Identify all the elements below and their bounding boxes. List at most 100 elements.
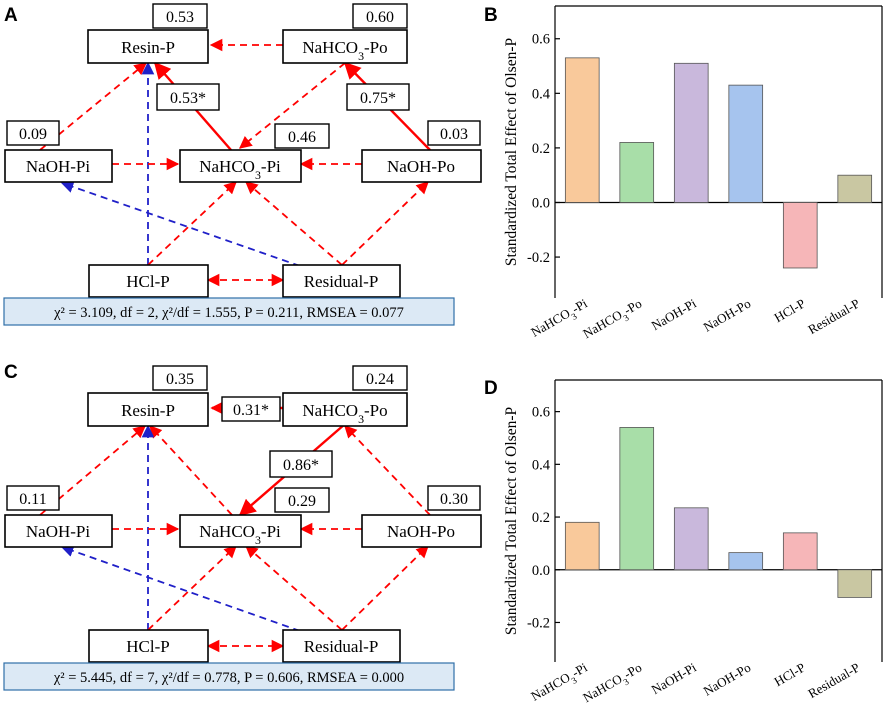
coef-value: 0.31*: [233, 402, 269, 419]
r2-naoh-pi: 0.09: [6, 120, 60, 146]
x-tick-label: NaHCO3-Pi: [528, 295, 592, 343]
y-tick-label: 0.0: [532, 195, 550, 211]
r2-value: 0.35: [166, 371, 194, 388]
x-tick-label: NaOH-Po: [701, 296, 754, 335]
y-tick-label: 0.6: [532, 32, 550, 48]
r2-nahco3-po: 0.24: [352, 365, 408, 391]
bar: [619, 427, 655, 571]
node-label: HCl-P: [126, 272, 169, 291]
coef-naohpo-nahco3po: 0.75*: [346, 83, 410, 111]
bar: [782, 532, 818, 571]
panel-letter-d: D: [484, 378, 498, 399]
fit-text: χ² = 3.109, df = 2, χ²/df = 1.555, P = 0…: [53, 305, 404, 321]
node-label: Resin-P: [121, 401, 175, 420]
path-hcl-to-nahco3pi: [147, 181, 237, 266]
node-label: Residual-P: [304, 637, 379, 656]
bar: [728, 552, 764, 571]
x-tick-label: NaHCO3-Po: [580, 296, 646, 345]
panel-letter-c: C: [4, 362, 18, 383]
fit-stats-c: χ² = 5.445, df = 7, χ²/df = 0.778, P = 0…: [3, 662, 455, 691]
path-naohpi-to-resin: [39, 62, 147, 151]
r2-value: 0.03: [440, 126, 468, 143]
bar: [782, 202, 818, 269]
node-nahco3-po: NaHCO3-Po: [282, 29, 408, 64]
node-naoh-po: NaOH-Po: [361, 514, 482, 548]
path-residual-to-naohpi: [60, 180, 301, 267]
y-tick-label: 0.0: [532, 563, 550, 579]
r2-nahco3-pi: 0.46: [274, 123, 330, 149]
path-residual-to-naohpo: [341, 545, 429, 631]
coef-nahco3pi-resin: 0.53*: [156, 83, 220, 111]
path-hcl-to-nahco3pi: [147, 545, 237, 631]
r2-value: 0.30: [440, 491, 468, 508]
node-residual-p: Residual-P: [282, 264, 401, 298]
bar: [837, 569, 873, 598]
node-label: NaOH-Pi: [26, 157, 90, 176]
r2-value: 0.53: [166, 9, 194, 26]
node-naoh-pi: NaOH-Pi: [4, 514, 113, 548]
y-tick-label: 0.2: [532, 141, 550, 157]
panel-a-paths: [39, 38, 431, 287]
x-tick-label: NaHCO3-Pi: [528, 659, 592, 707]
path-nahco3po-to-nahco3pi: [239, 62, 346, 149]
r2-naoh-po: 0.03: [427, 120, 481, 146]
y-tick-label: 0.2: [532, 510, 550, 526]
fit-text: χ² = 5.445, df = 7, χ²/df = 0.778, P = 0…: [53, 670, 404, 686]
path-residual-to-naohpo: [341, 181, 429, 266]
panel-a: A Resin-P NaHCO3-Po NaO: [3, 3, 482, 326]
bar: [564, 521, 600, 571]
y-tick-label: -0.2: [527, 615, 550, 631]
y-tick-label: 0.4: [532, 86, 551, 102]
x-tick-label: Residual-P: [805, 296, 862, 338]
bar: [673, 62, 709, 203]
r2-nahco3-po: 0.60: [352, 3, 408, 29]
y-tick-label: 0.4: [532, 457, 551, 473]
y-tick-label: 0.6: [532, 405, 550, 421]
r2-value: 0.24: [366, 371, 394, 388]
r2-resin-p: 0.35: [152, 365, 208, 391]
path-nahco3pi-to-resin: [149, 425, 233, 516]
path-residual-to-nahco3pi: [245, 545, 343, 631]
bar: [837, 174, 873, 203]
node-nahco3-po: NaHCO3-Po: [282, 392, 408, 427]
r2-value: 0.29: [288, 493, 316, 510]
path-residual-to-naohpi: [60, 544, 301, 632]
bar-chart-b: -0.2 0.0 0.2 0.4 0.6 Standardized Total Effec…: [503, 5, 883, 345]
x-tick-label: NaOH-Po: [701, 660, 754, 699]
node-label: NaOH-Po: [387, 522, 455, 541]
bar: [564, 57, 600, 203]
node-naoh-pi: NaOH-Pi: [4, 149, 113, 183]
r2-naoh-po: 0.30: [427, 485, 481, 511]
bar-chart-d: -0.2 0.0 0.2 0.4 0.6 Standardized Total Effec…: [503, 379, 883, 709]
node-label: Resin-P: [121, 38, 175, 57]
node-resin-p: Resin-P: [87, 392, 209, 427]
panel-letter-a: A: [4, 5, 18, 26]
y-axis-label: Standardized Total Effect of Olsen-P: [503, 38, 520, 266]
node-residual-p: Residual-P: [282, 629, 401, 663]
node-nahco3-pi: NaHCO3-Pi: [179, 149, 302, 183]
r2-value: 0.11: [19, 491, 46, 508]
node-label: HCl-P: [126, 637, 169, 656]
fit-stats-a: χ² = 3.109, df = 2, χ²/df = 1.555, P = 0…: [3, 297, 455, 326]
node-hcl-p: HCl-P: [88, 629, 209, 663]
node-naoh-po: NaOH-Po: [361, 149, 482, 183]
node-label: NaOH-Pi: [26, 522, 90, 541]
node-nahco3-pi: NaHCO3-Pi: [179, 514, 302, 548]
path-naohpi-to-resin: [39, 425, 146, 516]
node-hcl-p: HCl-P: [88, 264, 209, 298]
coef-value: 0.75*: [360, 90, 396, 107]
coef-value: 0.86*: [283, 457, 319, 474]
bar: [673, 507, 709, 571]
node-resin-p: Resin-P: [87, 29, 209, 64]
node-label: Residual-P: [304, 272, 379, 291]
x-tick-label: HCl-P: [771, 660, 807, 690]
path-naohpo-to-nahco3po: [344, 425, 431, 516]
r2-nahco3-pi: 0.29: [274, 487, 330, 513]
r2-value: 0.46: [288, 129, 316, 146]
r2-value: 0.60: [366, 9, 394, 26]
x-tick-label: NaOH-Pi: [649, 659, 699, 697]
node-label: NaOH-Po: [387, 157, 455, 176]
x-tick-label: NaOH-Pi: [649, 295, 699, 333]
x-tick-label: HCl-P: [771, 296, 807, 326]
